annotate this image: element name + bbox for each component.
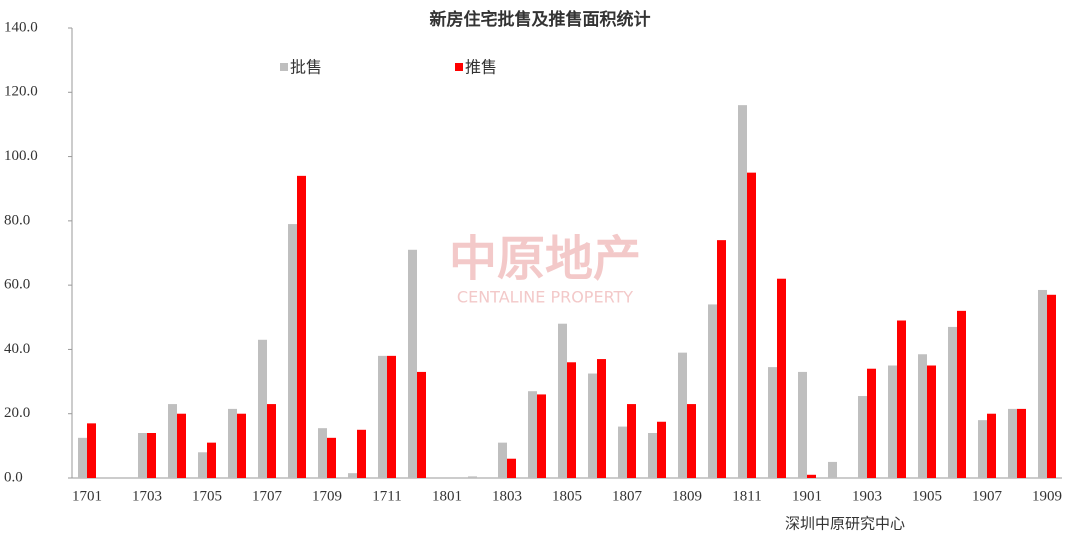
bar xyxy=(747,172,756,478)
bar xyxy=(237,413,246,478)
bar xyxy=(678,352,687,478)
bar xyxy=(1038,289,1047,478)
x-tick-label: 1811 xyxy=(732,488,761,504)
bar xyxy=(177,413,186,478)
bar xyxy=(918,354,927,478)
bar xyxy=(378,355,387,478)
legend-swatch xyxy=(455,63,463,71)
bar xyxy=(318,428,327,478)
chart-title: 新房住宅批售及推售面积统计 xyxy=(430,9,651,30)
x-tick-label: 1909 xyxy=(1032,488,1062,504)
bar xyxy=(708,304,717,478)
x-tick-label: 1807 xyxy=(612,488,643,504)
x-tick-label: 1809 xyxy=(672,488,702,504)
x-tick-label: 1901 xyxy=(792,488,822,504)
annotation: 深圳中原研究中心 xyxy=(785,515,905,533)
bar xyxy=(498,442,507,478)
bar xyxy=(798,371,807,478)
bar xyxy=(417,371,426,478)
bar xyxy=(567,362,576,478)
bar xyxy=(168,404,177,478)
bar xyxy=(357,429,366,478)
x-tick-label: 1805 xyxy=(552,488,582,504)
bar xyxy=(738,105,747,479)
y-tick-label: 140.0 xyxy=(4,19,38,35)
bar xyxy=(888,365,897,478)
bar xyxy=(927,365,936,478)
y-tick-label: 80.0 xyxy=(4,212,30,228)
x-tick-label: 1705 xyxy=(192,488,222,504)
x-tick-label: 1803 xyxy=(492,488,522,504)
legend-label: 推售 xyxy=(465,58,497,77)
bar xyxy=(687,404,696,478)
bar xyxy=(588,373,597,478)
bar xyxy=(948,326,957,478)
bar xyxy=(987,413,996,478)
bar xyxy=(957,310,966,478)
x-tick-label: 1905 xyxy=(912,488,942,504)
bar xyxy=(507,458,516,478)
bar xyxy=(897,320,906,478)
x-tick-label: 1701 xyxy=(72,488,102,504)
y-tick-label: 120.0 xyxy=(4,84,38,100)
bar xyxy=(147,433,156,478)
watermark: 中原地产 xyxy=(449,231,641,287)
bar xyxy=(267,404,276,478)
bar xyxy=(327,437,336,478)
bar xyxy=(1047,294,1056,478)
bar xyxy=(87,423,96,478)
bar xyxy=(828,461,837,478)
bar xyxy=(78,437,87,478)
bar xyxy=(258,339,267,478)
bar xyxy=(297,175,306,478)
y-tick-label: 20.0 xyxy=(4,405,30,421)
bar xyxy=(528,391,537,478)
bar xyxy=(777,278,786,478)
bar xyxy=(1017,408,1026,478)
bar xyxy=(207,442,216,478)
bar xyxy=(627,404,636,478)
x-tick-label: 1801 xyxy=(432,488,462,504)
x-tick-label: 1707 xyxy=(252,488,283,504)
x-tick-label: 1903 xyxy=(852,488,882,504)
bar xyxy=(768,367,777,478)
bar xyxy=(408,249,417,478)
bar xyxy=(138,433,147,478)
y-tick-label: 60.0 xyxy=(4,277,30,293)
legend-label: 批售 xyxy=(290,58,322,77)
bar xyxy=(618,426,627,478)
bar xyxy=(978,420,987,478)
bar xyxy=(198,452,207,478)
bar xyxy=(348,473,357,478)
bar xyxy=(657,421,666,478)
bar xyxy=(468,476,477,478)
bar xyxy=(1008,408,1017,478)
x-tick-label: 1711 xyxy=(372,488,401,504)
bar xyxy=(288,224,297,478)
bar xyxy=(807,474,816,478)
x-tick-label: 1907 xyxy=(972,488,1003,504)
y-tick-label: 100.0 xyxy=(4,148,38,164)
bar xyxy=(648,433,657,478)
bar xyxy=(597,359,606,478)
bar xyxy=(387,355,396,478)
bar xyxy=(228,408,237,478)
bar xyxy=(537,394,546,478)
y-tick-label: 0.0 xyxy=(4,469,23,485)
bar xyxy=(867,368,876,478)
watermark-english: CENTALINE PROPERTY xyxy=(457,288,633,307)
x-tick-label: 1703 xyxy=(132,488,162,504)
x-tick-label: 1709 xyxy=(312,488,342,504)
bar xyxy=(558,323,567,478)
y-tick-label: 40.0 xyxy=(4,341,30,357)
bar xyxy=(858,396,867,478)
legend-swatch xyxy=(280,63,288,71)
bar xyxy=(717,240,726,478)
